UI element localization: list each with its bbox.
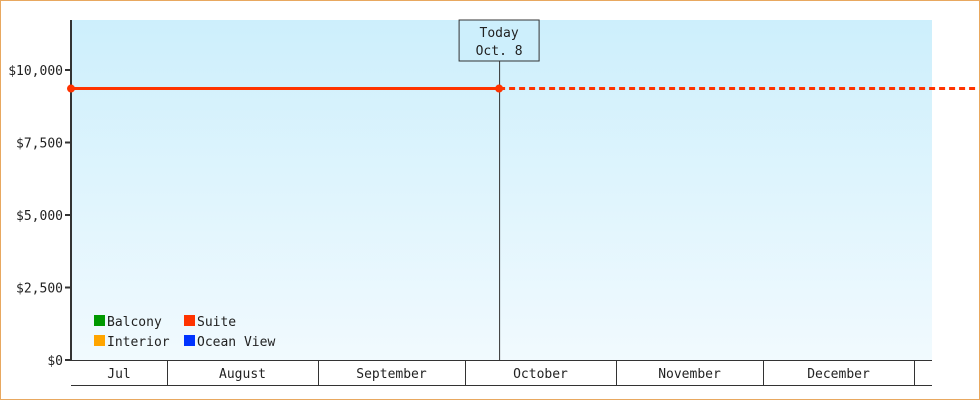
plot-area [71, 20, 932, 360]
legend-swatch [184, 335, 195, 346]
month-label: November [658, 367, 721, 382]
month-label: December [807, 367, 870, 382]
today-date: Oct. 8 [476, 44, 523, 59]
month-label: Jul [107, 367, 130, 382]
y-tick-label: $10,000 [8, 64, 63, 79]
legend-swatch [94, 335, 105, 346]
today-box [458, 19, 540, 62]
month-label: September [356, 367, 427, 382]
y-tick-label: $2,500 [16, 282, 63, 297]
y-tick-label: $5,000 [16, 209, 63, 224]
series-layer [67, 84, 979, 93]
legend-label[interactable]: Balcony [107, 315, 162, 330]
legend-swatch [184, 315, 195, 326]
y-axis: $0 $2,500 $5,000 $7,500 $10,000 [8, 20, 72, 369]
legend-label[interactable]: Suite [197, 315, 236, 330]
data-point[interactable] [67, 84, 75, 93]
today-marker: Today Oct. 8 [458, 19, 540, 360]
y-tick-label: $7,500 [16, 137, 63, 152]
x-axis: Jul August September October November Decembe… [71, 360, 932, 386]
legend-label[interactable]: Ocean View [197, 335, 275, 350]
today-label: Today [480, 26, 519, 41]
month-label: August [219, 367, 266, 382]
legend-label[interactable]: Interior [107, 335, 170, 350]
legend-swatch [94, 315, 105, 326]
data-point[interactable] [495, 84, 504, 93]
legend: Balcony Suite Interior Ocean View [94, 315, 275, 350]
y-tick-label: $0 [47, 354, 63, 369]
month-label: October [513, 367, 568, 382]
